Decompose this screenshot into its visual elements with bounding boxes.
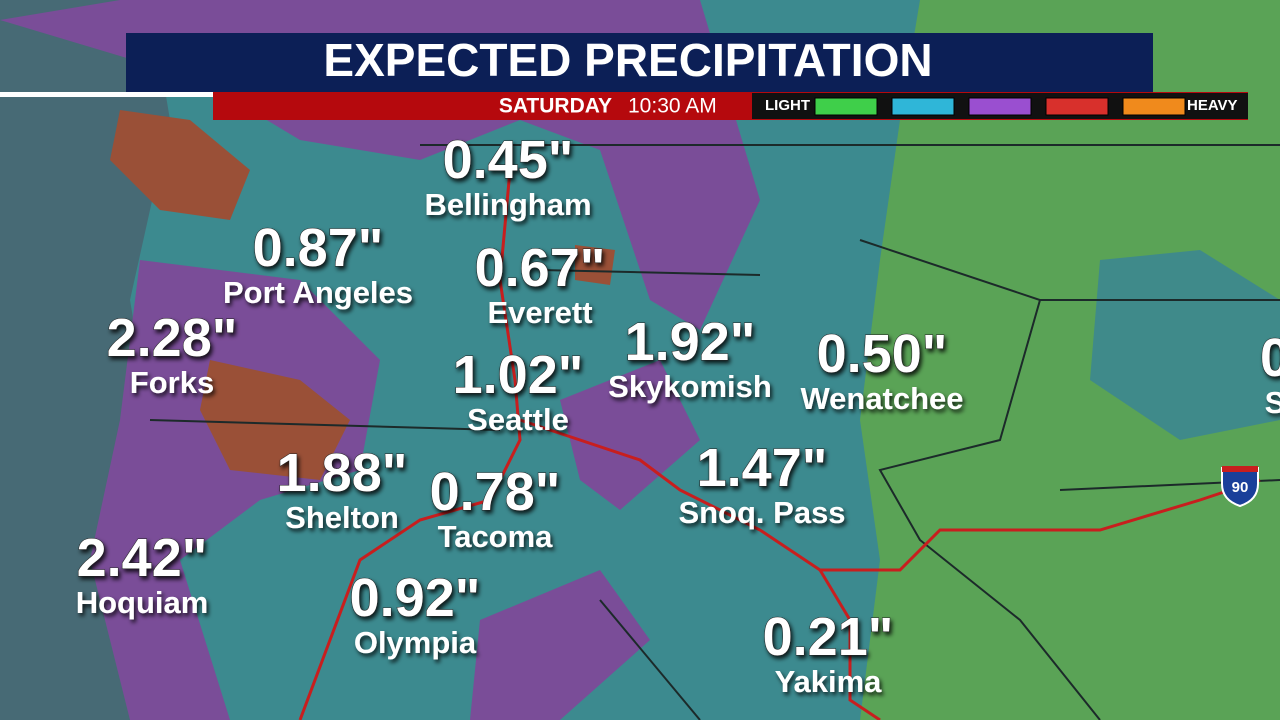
legend-swatch bbox=[1122, 97, 1186, 116]
city-amount: 0.45" bbox=[443, 130, 574, 190]
green-zone bbox=[860, 0, 1280, 720]
purple-zone bbox=[560, 360, 700, 510]
purple-zone bbox=[90, 260, 380, 720]
city-name: Wenatchee bbox=[800, 381, 963, 416]
heavy-zone bbox=[110, 110, 250, 220]
borders bbox=[149, 144, 1280, 720]
legend-swatch bbox=[891, 97, 955, 116]
legend-swatch bbox=[1045, 97, 1109, 116]
shield: 90 bbox=[1221, 466, 1259, 508]
city-amount: 1.47" bbox=[697, 438, 828, 498]
city-name: S bbox=[1265, 385, 1280, 420]
city-amount: 1.88" bbox=[277, 443, 408, 503]
legend-swatch bbox=[814, 97, 878, 116]
city-name: Forks bbox=[130, 365, 214, 400]
city-name: Snoq. Pass bbox=[678, 495, 845, 530]
title: EXPECTED PRECIPITATION bbox=[323, 34, 932, 86]
city-amount: 0.92" bbox=[350, 568, 481, 628]
ocean bbox=[0, 0, 170, 720]
city-amount: 0.67" bbox=[475, 238, 606, 298]
city-name: Yakima bbox=[775, 664, 883, 699]
city-amount: 1.02" bbox=[453, 345, 584, 405]
legend-low: LIGHT bbox=[765, 97, 810, 114]
header-rule bbox=[0, 92, 213, 97]
city-amount: 1.92" bbox=[625, 312, 756, 372]
city-amount: 0 bbox=[1260, 328, 1280, 388]
city-amount: 2.28" bbox=[107, 308, 238, 368]
city-name: Tacoma bbox=[438, 519, 554, 554]
city-amount: 0.50" bbox=[817, 324, 948, 384]
city-name: Hoquiam bbox=[76, 585, 209, 620]
time: 10:30 AM bbox=[628, 95, 717, 118]
city-name: Olympia bbox=[354, 625, 477, 660]
heavy-zone bbox=[575, 245, 615, 285]
city-amount: 0.78" bbox=[430, 462, 561, 522]
heavy-zone bbox=[200, 360, 350, 480]
city-amount: 0.87" bbox=[253, 218, 384, 278]
title-bar bbox=[126, 33, 1153, 92]
legend-swatch bbox=[968, 97, 1032, 116]
city-amount: 0.21" bbox=[763, 607, 894, 667]
city-name: Seattle bbox=[467, 402, 569, 437]
city-name: Everett bbox=[487, 295, 592, 330]
city-name: Port Angeles bbox=[223, 275, 413, 310]
city-name: Bellingham bbox=[424, 187, 591, 222]
legend-high: HEAVY bbox=[1187, 97, 1238, 114]
city-amount: 2.42" bbox=[77, 528, 208, 588]
city-name: Shelton bbox=[285, 500, 399, 535]
day: SATURDAY bbox=[499, 95, 612, 118]
city-name: Skykomish bbox=[608, 369, 772, 404]
teal-zone bbox=[1090, 250, 1280, 440]
shield-number: 90 bbox=[1232, 479, 1249, 496]
roads bbox=[298, 169, 1261, 720]
